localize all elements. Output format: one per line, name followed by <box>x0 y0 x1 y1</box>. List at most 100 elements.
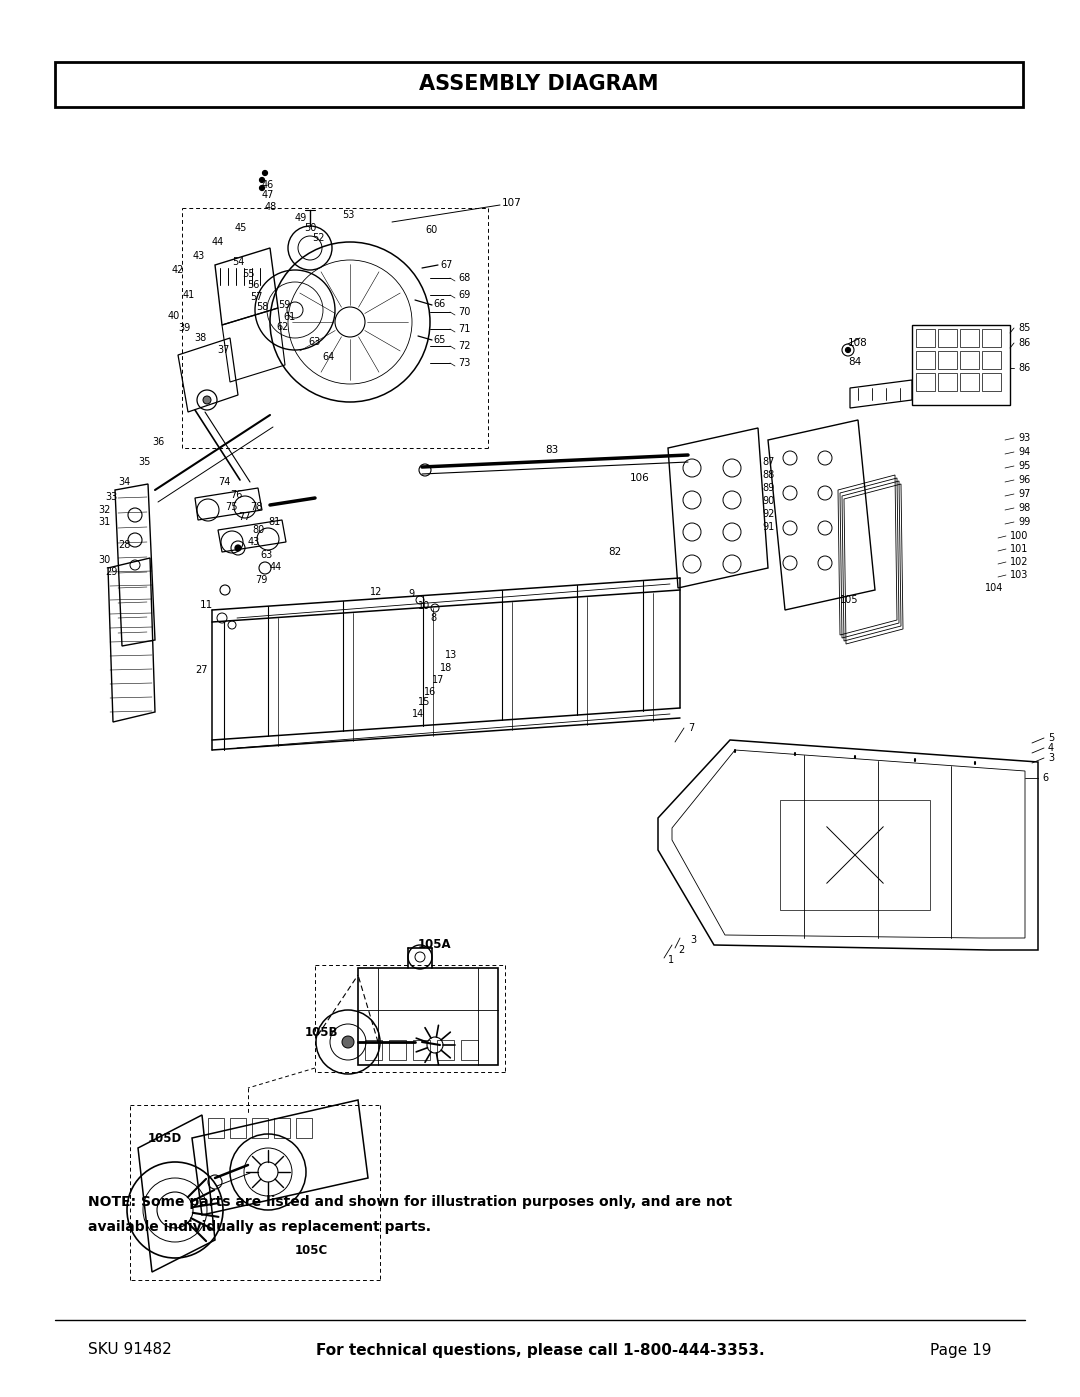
Text: 43: 43 <box>248 536 260 548</box>
Text: 66: 66 <box>433 299 445 309</box>
Text: 35: 35 <box>138 457 150 467</box>
Text: 17: 17 <box>432 675 444 685</box>
Text: 69: 69 <box>458 291 470 300</box>
Text: 49: 49 <box>295 212 307 224</box>
Text: 4: 4 <box>1048 743 1054 753</box>
Text: 98: 98 <box>1018 503 1030 513</box>
Text: 3: 3 <box>1048 753 1054 763</box>
Text: 93: 93 <box>1018 433 1030 443</box>
Text: 75: 75 <box>225 502 238 511</box>
Text: 44: 44 <box>270 562 282 571</box>
Text: 15: 15 <box>418 697 430 707</box>
Circle shape <box>846 348 851 352</box>
Circle shape <box>259 186 265 190</box>
Text: 54: 54 <box>232 257 244 267</box>
Text: 94: 94 <box>1018 447 1030 457</box>
Bar <box>939 373 957 391</box>
Text: 8: 8 <box>430 613 436 623</box>
Circle shape <box>203 395 211 404</box>
Text: 43: 43 <box>193 251 205 261</box>
Circle shape <box>235 545 241 550</box>
Text: 56: 56 <box>247 279 259 291</box>
Text: 48: 48 <box>265 203 278 212</box>
Text: 95: 95 <box>1018 461 1030 471</box>
Text: 80: 80 <box>252 525 265 535</box>
Text: 91: 91 <box>762 522 774 532</box>
Circle shape <box>342 1037 354 1048</box>
Text: 92: 92 <box>762 509 774 520</box>
Text: 64: 64 <box>322 352 334 362</box>
Text: 105C: 105C <box>295 1243 328 1256</box>
Text: 14: 14 <box>411 710 424 719</box>
Bar <box>960 373 978 391</box>
Text: 30: 30 <box>98 555 110 564</box>
Text: 29: 29 <box>105 567 118 577</box>
Text: 57: 57 <box>249 292 262 302</box>
Text: 73: 73 <box>458 358 471 367</box>
Text: 104: 104 <box>985 583 1003 592</box>
Text: NOTE: Some parts are listed and shown for illustration purposes only, and are no: NOTE: Some parts are listed and shown fo… <box>87 1194 732 1208</box>
Bar <box>916 373 935 391</box>
Text: 101: 101 <box>1010 543 1028 555</box>
Text: 62: 62 <box>276 321 288 332</box>
Text: 79: 79 <box>255 576 268 585</box>
Text: 76: 76 <box>230 490 242 500</box>
Text: 36: 36 <box>152 437 164 447</box>
Text: 59: 59 <box>278 300 291 310</box>
Text: 37: 37 <box>217 345 229 355</box>
Text: 63: 63 <box>260 550 272 560</box>
Text: 70: 70 <box>458 307 471 317</box>
Bar <box>982 351 1001 369</box>
Text: 103: 103 <box>1010 570 1028 580</box>
Text: ASSEMBLY DIAGRAM: ASSEMBLY DIAGRAM <box>419 74 659 95</box>
Text: 18: 18 <box>440 664 453 673</box>
Bar <box>55 61 1023 108</box>
Text: 81: 81 <box>268 517 280 527</box>
Text: 46: 46 <box>262 180 274 190</box>
Text: 40: 40 <box>168 312 180 321</box>
Text: 90: 90 <box>762 496 774 506</box>
Text: 85: 85 <box>1018 323 1030 332</box>
Text: 100: 100 <box>1010 531 1028 541</box>
Bar <box>960 330 978 346</box>
Text: 68: 68 <box>458 272 470 284</box>
Text: 65: 65 <box>433 335 445 345</box>
Text: 45: 45 <box>235 224 247 233</box>
Text: 1: 1 <box>669 956 674 965</box>
Bar <box>982 330 1001 346</box>
Text: 6: 6 <box>1042 773 1048 782</box>
Text: 96: 96 <box>1018 475 1030 485</box>
Text: 12: 12 <box>370 587 382 597</box>
Text: 2: 2 <box>678 944 685 956</box>
Text: 105B: 105B <box>305 1025 338 1038</box>
Text: 5: 5 <box>1048 733 1054 743</box>
Text: 102: 102 <box>1010 557 1028 567</box>
Text: 74: 74 <box>218 476 230 488</box>
Text: 77: 77 <box>238 511 251 522</box>
Text: 61: 61 <box>283 312 295 321</box>
Text: 86: 86 <box>1018 363 1030 373</box>
Circle shape <box>262 170 268 176</box>
Text: 3: 3 <box>690 935 697 944</box>
Bar <box>916 330 935 346</box>
Text: 60: 60 <box>426 225 437 235</box>
Text: 50: 50 <box>303 224 316 233</box>
Bar <box>939 330 957 346</box>
Text: 83: 83 <box>545 446 558 455</box>
Text: 7: 7 <box>688 724 694 733</box>
Text: 71: 71 <box>458 324 471 334</box>
Text: 16: 16 <box>424 687 436 697</box>
Text: 33: 33 <box>105 492 118 502</box>
Text: 105: 105 <box>840 595 859 605</box>
Text: 28: 28 <box>118 541 131 550</box>
Text: 53: 53 <box>342 210 354 219</box>
Text: 72: 72 <box>458 341 471 351</box>
Text: 44: 44 <box>212 237 225 247</box>
Text: 31: 31 <box>98 517 110 527</box>
Text: 88: 88 <box>762 469 774 481</box>
Text: 97: 97 <box>1018 489 1030 499</box>
Text: 34: 34 <box>118 476 131 488</box>
Text: 9: 9 <box>408 590 414 599</box>
Text: 39: 39 <box>178 323 190 332</box>
Text: 52: 52 <box>312 233 324 243</box>
